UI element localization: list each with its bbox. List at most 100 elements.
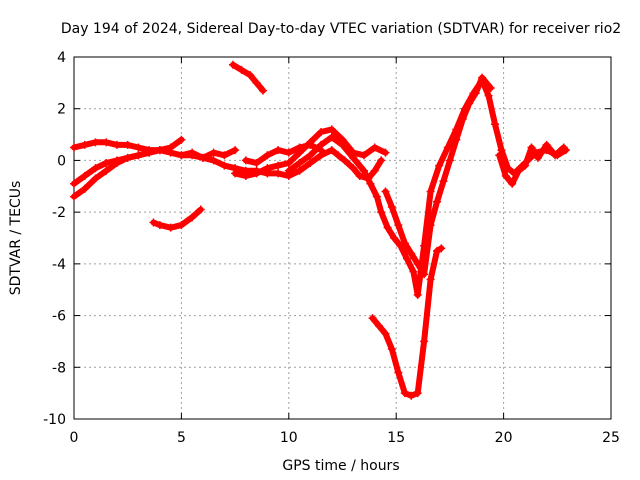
data-point	[497, 146, 506, 155]
data-point	[102, 138, 111, 147]
data-point	[359, 151, 368, 160]
data-point	[252, 169, 261, 178]
data-point	[306, 140, 315, 149]
data-point	[394, 221, 403, 230]
data-point	[284, 166, 293, 175]
data-point	[409, 267, 418, 276]
series-11	[495, 140, 568, 188]
data-point	[402, 254, 411, 263]
data-point	[420, 337, 429, 346]
data-point	[514, 166, 523, 175]
data-point	[134, 151, 143, 160]
series-5	[228, 60, 268, 95]
data-point	[284, 159, 293, 168]
data-point	[274, 146, 283, 155]
series-trace	[230, 61, 266, 94]
data-point	[426, 275, 435, 284]
data-point	[435, 161, 444, 170]
data-point	[70, 192, 78, 201]
data-point	[383, 223, 392, 232]
data-point	[196, 205, 205, 214]
x-tick-label: 15	[387, 430, 405, 446]
data-point	[155, 221, 164, 230]
data-point	[306, 151, 315, 160]
x-tick-label: 10	[280, 430, 298, 446]
data-point	[338, 140, 347, 149]
data-point	[198, 153, 207, 162]
series-10	[368, 244, 446, 400]
data-point	[188, 148, 197, 157]
x-tick-label: 0	[70, 430, 79, 446]
y-tick-label: -2	[52, 205, 66, 221]
data-point	[188, 213, 197, 222]
x-axis-title: GPS time / hours	[282, 458, 399, 474]
data-point	[102, 159, 111, 168]
data-point	[381, 329, 390, 338]
data-point	[407, 391, 416, 400]
data-point	[377, 208, 386, 217]
data-point	[366, 179, 375, 188]
data-point	[91, 138, 100, 147]
data-point	[177, 135, 186, 144]
series-4	[177, 146, 240, 162]
data-point	[433, 246, 442, 255]
y-tick-label: -10	[43, 412, 66, 428]
data-point	[521, 161, 530, 170]
data-point	[527, 143, 536, 152]
data-point	[381, 148, 390, 157]
data-point	[439, 177, 448, 186]
data-point	[559, 143, 568, 152]
data-point	[295, 143, 304, 152]
data-point	[274, 169, 283, 178]
data-point	[166, 223, 175, 232]
data-point	[70, 179, 78, 188]
data-point	[166, 143, 175, 152]
y-tick-label: 4	[57, 50, 66, 66]
chart-title: Day 194 of 2024, Sidereal Day-to-day VTE…	[61, 21, 621, 37]
data-point	[220, 161, 229, 170]
data-point	[420, 270, 429, 279]
y-tick-label: -6	[52, 309, 66, 325]
data-point	[413, 290, 422, 299]
data-point	[134, 143, 143, 152]
data-point	[80, 171, 89, 180]
data-point	[123, 140, 132, 149]
data-point	[237, 65, 246, 74]
data-point	[80, 184, 89, 193]
data-point	[349, 153, 358, 162]
data-point	[495, 151, 504, 160]
series-3	[149, 205, 205, 232]
data-point	[145, 148, 154, 157]
data-point	[295, 159, 304, 168]
y-tick-label: 0	[57, 153, 66, 169]
data-point	[426, 187, 435, 196]
data-point	[220, 151, 229, 160]
data-point	[377, 156, 386, 165]
data-point	[359, 166, 368, 175]
data-point	[390, 234, 399, 242]
data-point	[491, 120, 500, 129]
y-tick-label: 2	[57, 102, 66, 118]
data-point	[368, 314, 377, 323]
data-point	[372, 192, 381, 201]
data-point	[413, 259, 422, 268]
series-0	[70, 138, 386, 183]
data-point	[241, 171, 250, 180]
data-point	[437, 244, 446, 253]
data-point	[123, 153, 132, 162]
data-point	[209, 156, 218, 165]
data-point	[387, 202, 396, 211]
data-point	[246, 71, 255, 80]
data-point	[542, 140, 551, 149]
data-point	[471, 89, 480, 98]
data-point	[501, 171, 510, 180]
data-point	[400, 239, 409, 248]
data-point	[80, 140, 89, 149]
data-point	[375, 321, 384, 330]
y-axis-title: SDTVAR / TECUs	[8, 181, 24, 296]
data-point	[551, 151, 560, 160]
data-point	[317, 140, 326, 149]
data-point	[407, 249, 416, 258]
data-point	[70, 143, 78, 152]
